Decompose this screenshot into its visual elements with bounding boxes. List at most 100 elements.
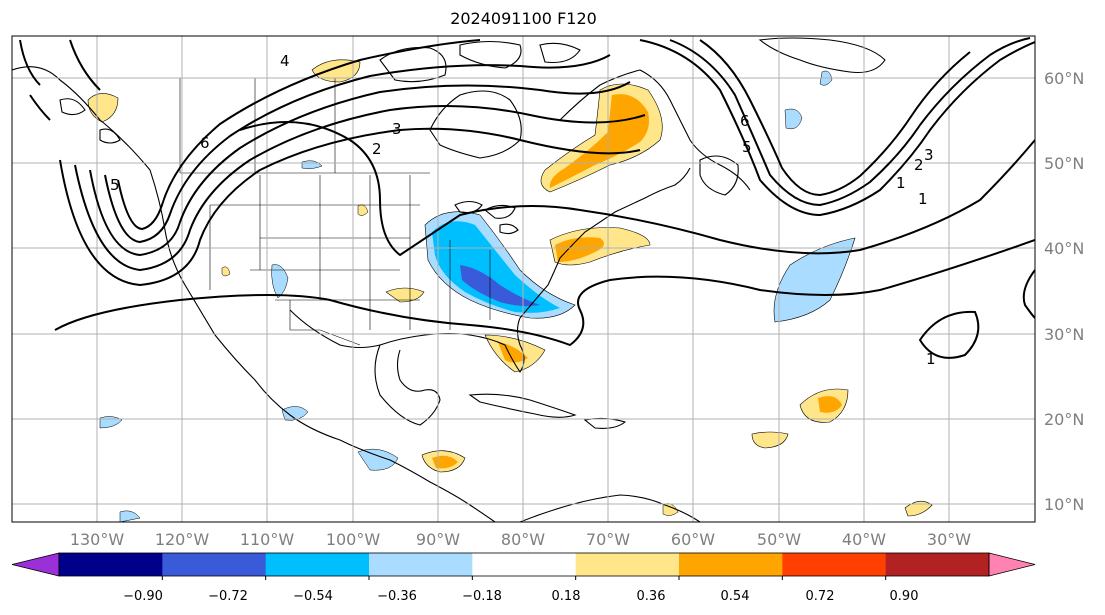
colorbar-segment — [575, 553, 680, 576]
colorbar-tick-label: 0.72 — [806, 589, 835, 604]
contour-line — [918, 310, 980, 359]
colorbar-segment — [885, 553, 990, 576]
colorbar-tick-label: 0.90 — [890, 589, 919, 604]
positive-anomaly-region — [549, 94, 649, 188]
coastlines — [12, 37, 886, 522]
lat-label: 20°N — [1044, 410, 1084, 429]
great-lakes — [454, 200, 519, 235]
contour-line — [74, 105, 646, 272]
colorbar-segment — [369, 553, 473, 576]
contour-line — [104, 54, 611, 244]
colorbar-tick-label: −0.72 — [208, 589, 248, 604]
north-america-coastline — [12, 66, 496, 522]
contour-label: 1 — [926, 350, 936, 368]
contour-label: 2 — [914, 156, 924, 174]
colorbar-tick-label: −0.90 — [123, 589, 163, 604]
lon-label: 100°W — [326, 530, 381, 549]
colorbar-segment — [265, 553, 370, 576]
contour-line — [239, 121, 1035, 257]
contour-line — [699, 39, 971, 197]
contour-line — [19, 39, 101, 121]
contour-label: 6 — [740, 112, 750, 130]
contour-label: 4 — [280, 52, 290, 70]
newfoundland — [699, 155, 739, 196]
lat-label: 10°N — [1044, 495, 1084, 514]
lon-label: 70°W — [586, 530, 630, 549]
positive-anomaly-region — [385, 287, 425, 303]
negative-anomaly-region — [357, 448, 399, 471]
positive-anomaly-region — [555, 237, 604, 262]
contour-label: 3 — [924, 146, 934, 164]
negative-anomaly-region — [281, 406, 309, 421]
colorbar-outline — [58, 552, 990, 577]
atlantic-coast — [519, 167, 691, 319]
lon-label: 80°W — [501, 530, 545, 549]
yucatan — [374, 344, 441, 426]
colorbar-tick-labels: −0.90 −0.72 −0.54 −0.36 −0.18 0.18 0.36 … — [123, 589, 918, 604]
colorbar-tick-label: −0.18 — [462, 589, 502, 604]
lon-label: 110°W — [240, 530, 295, 549]
contour-line — [669, 37, 1031, 207]
contour-line — [117, 39, 481, 231]
colorbar-segment — [782, 553, 887, 576]
positive-anomaly-region — [221, 266, 231, 277]
contours — [19, 37, 1035, 359]
contour-label: 3 — [392, 120, 402, 138]
contour-line — [1022, 269, 1035, 319]
contour-label: 5 — [742, 138, 752, 156]
contour-line — [54, 239, 1035, 347]
anomaly-shading — [87, 59, 933, 522]
south-america — [519, 494, 701, 522]
contour-label: 1 — [918, 190, 928, 208]
lon-label: 120°W — [155, 530, 210, 549]
negative-anomaly-core — [460, 265, 540, 306]
colorbar-tick-label: 0.18 — [552, 589, 581, 604]
negative-anomaly-region — [119, 510, 141, 522]
contour-label: 5 — [110, 176, 120, 194]
colorbar-extend-max — [988, 552, 1036, 577]
colorbar-tick-label: −0.36 — [377, 589, 417, 604]
contour-line — [59, 127, 641, 287]
lat-label: 60°N — [1044, 69, 1084, 88]
positive-anomaly-region — [311, 59, 361, 83]
negative-anomaly-region — [773, 237, 856, 323]
contour-line — [89, 81, 631, 257]
lat-label: 30°N — [1044, 325, 1084, 344]
negative-anomaly-region — [271, 264, 289, 299]
arctic-islands — [379, 40, 581, 83]
labrador-coast — [559, 69, 751, 191]
contour-labels: 4 3 2 6 5 5 6 1 2 3 1 1 — [110, 52, 936, 368]
longitude-labels: 130°W 120°W 110°W 100°W 90°W 80°W 70°W 6… — [70, 530, 971, 549]
colorbar-tick-label: 0.36 — [637, 589, 666, 604]
greenland — [758, 37, 886, 74]
lon-label: 60°W — [671, 530, 715, 549]
colorbar-tick-label: 0.54 — [721, 589, 750, 604]
contour-label: 1 — [896, 174, 906, 192]
lon-label: 40°W — [842, 530, 886, 549]
contour-line — [639, 39, 1035, 217]
contour-label: 6 — [200, 134, 210, 152]
positive-anomaly-region — [904, 500, 933, 517]
map-frame — [11, 35, 1036, 523]
lon-label: 130°W — [70, 530, 125, 549]
hudson-bay — [429, 90, 522, 159]
lon-label: 90°W — [416, 530, 460, 549]
contour-label: 2 — [372, 140, 382, 158]
colorbar-extend-min — [11, 552, 60, 577]
colorbar-tick-label: −0.54 — [293, 589, 333, 604]
lat-label: 40°N — [1044, 239, 1084, 258]
colorbar-segment — [162, 553, 267, 576]
west-coast-islands — [59, 98, 121, 144]
positive-anomaly-region — [818, 396, 842, 413]
cuba — [468, 393, 577, 418]
negative-anomaly-region — [432, 221, 560, 313]
lat-label: 50°N — [1044, 154, 1084, 173]
colorbar — [11, 552, 1036, 580]
negative-anomaly-region — [784, 108, 803, 130]
map-title: 2024091100 F120 — [450, 9, 597, 28]
colorbar-segment — [59, 553, 163, 576]
colorbar-segment — [472, 553, 577, 576]
colorbar-segment — [679, 553, 783, 576]
lon-label: 50°W — [757, 530, 801, 549]
